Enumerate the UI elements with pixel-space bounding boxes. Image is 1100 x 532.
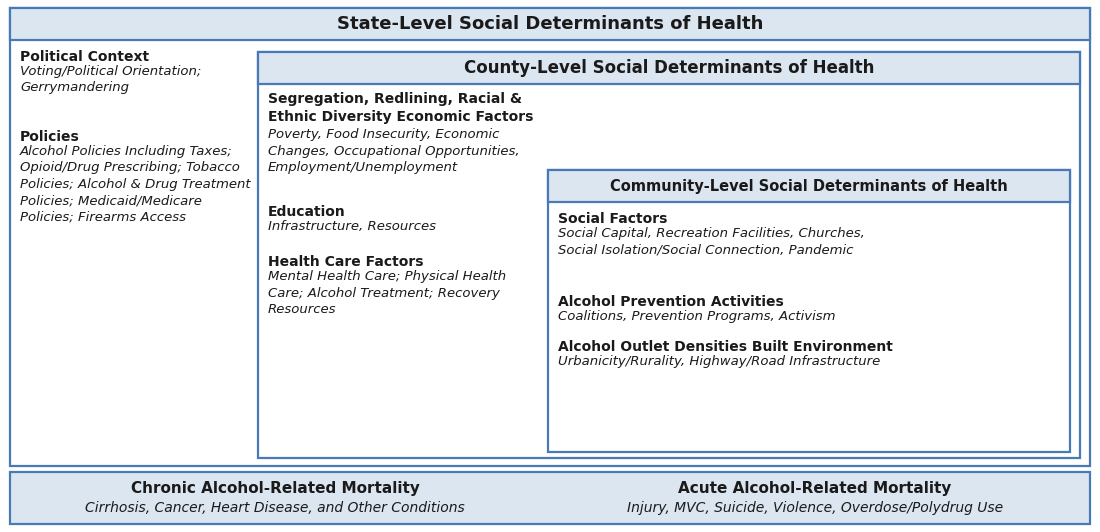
Text: Chronic Alcohol-Related Mortality: Chronic Alcohol-Related Mortality — [131, 480, 419, 495]
Text: Alcohol Prevention Activities: Alcohol Prevention Activities — [558, 295, 783, 309]
Text: Voting/Political Orientation;
Gerrymandering: Voting/Political Orientation; Gerrymande… — [20, 65, 201, 95]
Text: Segregation, Redlining, Racial &
Ethnic Diversity Economic Factors: Segregation, Redlining, Racial & Ethnic … — [268, 92, 534, 124]
Text: Health Care Factors: Health Care Factors — [268, 255, 424, 269]
Text: Alcohol Outlet Densities Built Environment: Alcohol Outlet Densities Built Environme… — [558, 340, 893, 354]
FancyBboxPatch shape — [548, 170, 1070, 202]
Text: Alcohol Policies Including Taxes;
Opioid/Drug Prescribing; Tobacco
Policies; Alc: Alcohol Policies Including Taxes; Opioid… — [20, 145, 251, 224]
FancyBboxPatch shape — [548, 170, 1070, 452]
Text: Mental Health Care; Physical Health
Care; Alcohol Treatment; Recovery
Resources: Mental Health Care; Physical Health Care… — [268, 270, 506, 316]
Text: Infrastructure, Resources: Infrastructure, Resources — [268, 220, 436, 233]
Text: Injury, MVC, Suicide, Violence, Overdose/Polydrug Use: Injury, MVC, Suicide, Violence, Overdose… — [627, 501, 1003, 515]
Text: Social Factors: Social Factors — [558, 212, 668, 226]
Text: Poverty, Food Insecurity, Economic
Changes, Occupational Opportunities,
Employme: Poverty, Food Insecurity, Economic Chang… — [268, 128, 519, 174]
Text: State-Level Social Determinants of Health: State-Level Social Determinants of Healt… — [337, 15, 763, 33]
Text: Community-Level Social Determinants of Health: Community-Level Social Determinants of H… — [610, 179, 1008, 194]
FancyBboxPatch shape — [258, 52, 1080, 84]
Text: Urbanicity/Rurality, Highway/Road Infrastructure: Urbanicity/Rurality, Highway/Road Infras… — [558, 355, 880, 368]
Text: Education: Education — [268, 205, 345, 219]
FancyBboxPatch shape — [10, 472, 1090, 524]
Text: County-Level Social Determinants of Health: County-Level Social Determinants of Heal… — [464, 59, 874, 77]
Text: Policies: Policies — [20, 130, 79, 144]
FancyBboxPatch shape — [10, 8, 1090, 466]
Text: Social Capital, Recreation Facilities, Churches,
Social Isolation/Social Connect: Social Capital, Recreation Facilities, C… — [558, 227, 865, 256]
FancyBboxPatch shape — [258, 52, 1080, 458]
Text: Coalitions, Prevention Programs, Activism: Coalitions, Prevention Programs, Activis… — [558, 310, 836, 323]
Text: Cirrhosis, Cancer, Heart Disease, and Other Conditions: Cirrhosis, Cancer, Heart Disease, and Ot… — [85, 501, 465, 515]
FancyBboxPatch shape — [10, 8, 1090, 40]
Text: Political Context: Political Context — [20, 50, 150, 64]
Text: Acute Alcohol-Related Mortality: Acute Alcohol-Related Mortality — [679, 480, 952, 495]
